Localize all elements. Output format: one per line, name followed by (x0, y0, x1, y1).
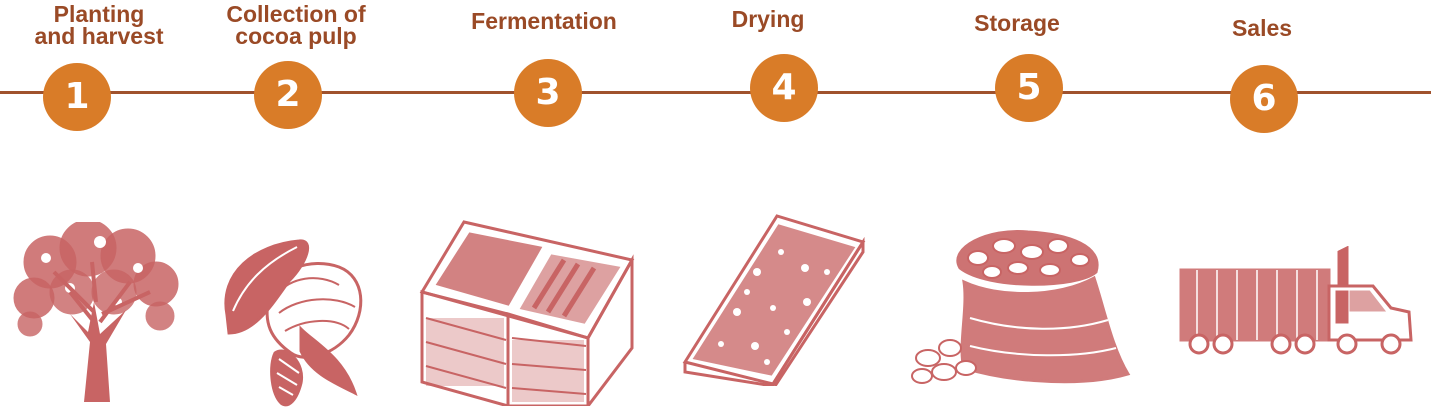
step-1-title: Planting and harvest (34, 1, 164, 49)
cocoa-pod-icon (224, 239, 363, 407)
step-4-title: Drying (731, 6, 805, 32)
step-4-number: 4 (750, 54, 818, 122)
step-3-title: Fermentation (471, 8, 617, 34)
delivery-truck-icon (1179, 246, 1413, 355)
drying-tray-icon (682, 214, 866, 386)
bean-sack-icon (911, 229, 1131, 384)
step-6-title: Sales (1231, 15, 1293, 41)
step-6-number: 6 (1230, 65, 1298, 133)
step-2-title: Collection of cocoa pulp (226, 1, 366, 49)
step-5-number: 5 (995, 54, 1063, 122)
step-2-number: 2 (254, 61, 322, 129)
cocoa-tree-icon (13, 222, 179, 402)
fermentation-box-icon (419, 220, 635, 406)
step-3-number: 3 (514, 59, 582, 127)
step-5-title: Storage (974, 10, 1060, 36)
timeline-line (0, 91, 1431, 94)
step-1-number: 1 (43, 63, 111, 131)
